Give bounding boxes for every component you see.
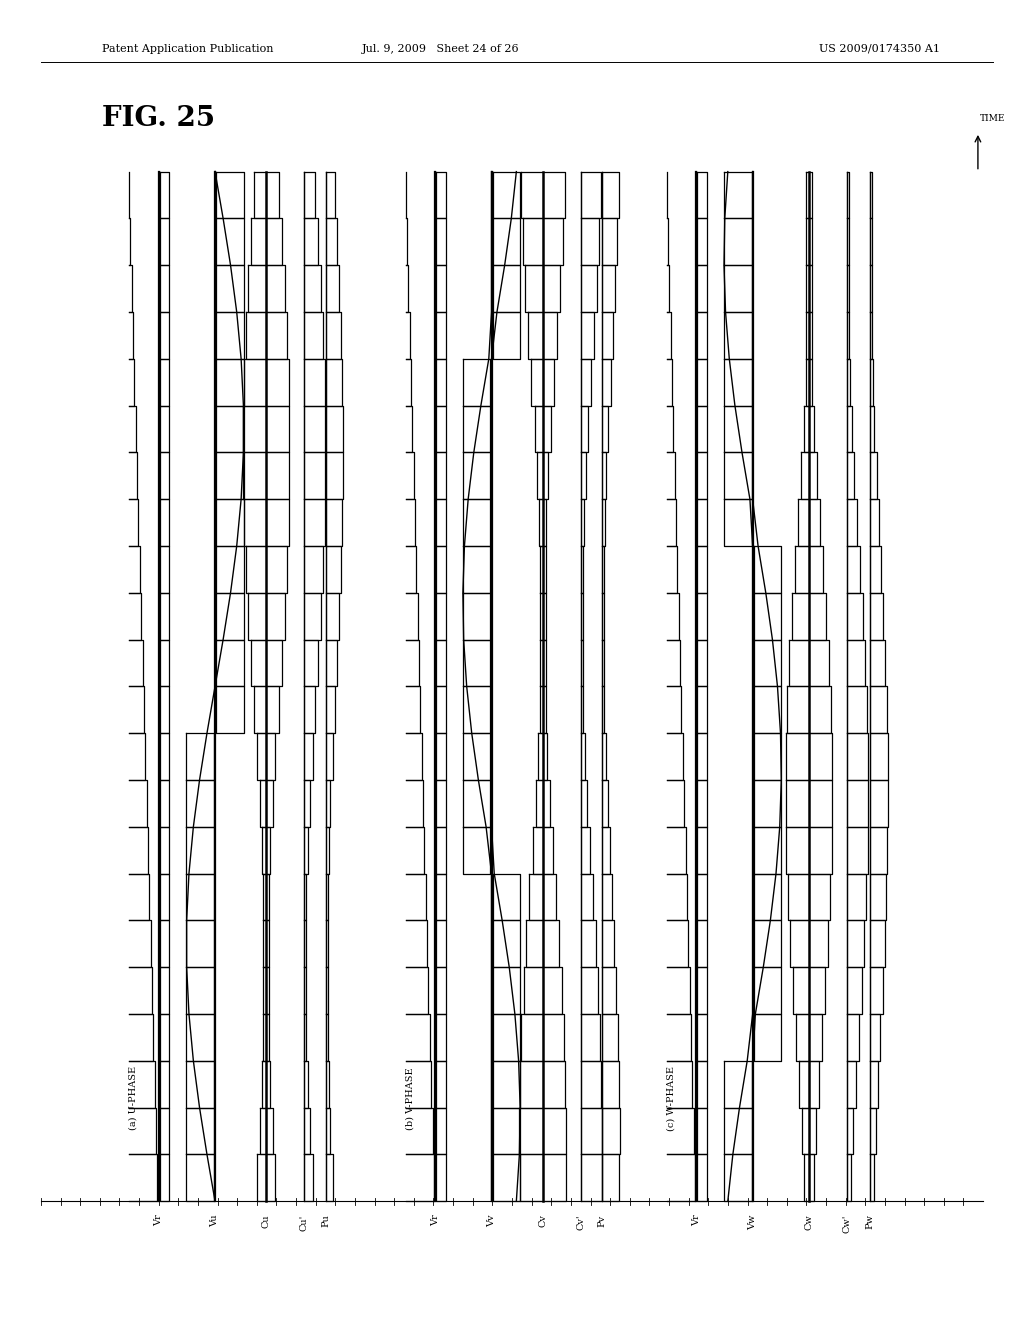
Text: (c) W-PHASE: (c) W-PHASE	[667, 1065, 675, 1131]
Text: Cw: Cw	[805, 1214, 813, 1230]
Text: Jul. 9, 2009   Sheet 24 of 26: Jul. 9, 2009 Sheet 24 of 26	[361, 44, 519, 54]
Text: Vr: Vr	[692, 1214, 700, 1226]
Text: (a) U-PHASE: (a) U-PHASE	[129, 1067, 137, 1130]
Text: (b) V-PHASE: (b) V-PHASE	[406, 1067, 414, 1130]
Text: Pu: Pu	[322, 1214, 330, 1228]
Text: TIME: TIME	[980, 114, 1006, 123]
Text: Vw: Vw	[749, 1214, 757, 1230]
Text: Pv: Pv	[598, 1214, 606, 1226]
Text: Vr: Vr	[155, 1214, 163, 1226]
Text: Vu: Vu	[211, 1214, 219, 1228]
Text: US 2009/0174350 A1: US 2009/0174350 A1	[819, 44, 940, 54]
Text: Pw: Pw	[866, 1214, 874, 1229]
Text: Cu': Cu'	[300, 1214, 308, 1230]
Text: Vr: Vr	[431, 1214, 439, 1226]
Text: Vv: Vv	[487, 1214, 496, 1226]
Text: Cv': Cv'	[577, 1214, 585, 1230]
Text: Cw': Cw'	[843, 1214, 851, 1233]
Text: Cv: Cv	[539, 1214, 547, 1228]
Text: FIG. 25: FIG. 25	[102, 106, 215, 132]
Text: Patent Application Publication: Patent Application Publication	[102, 44, 273, 54]
Text: Cu: Cu	[262, 1214, 270, 1228]
